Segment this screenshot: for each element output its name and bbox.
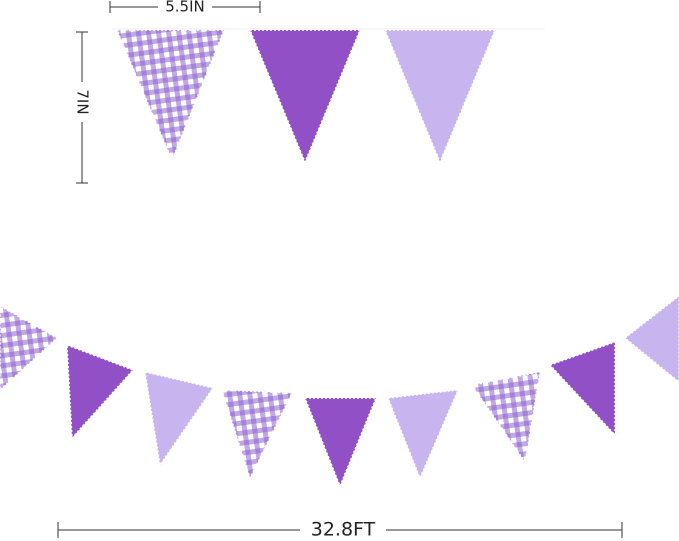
label-bg <box>300 518 386 540</box>
pennant-dark <box>248 29 362 164</box>
height-label: 7IN <box>74 89 92 114</box>
width-label: 5.5IN <box>165 0 205 16</box>
pennant-light <box>623 295 679 383</box>
pennant-gingham <box>0 305 59 392</box>
pennant-dark <box>548 340 616 437</box>
pennant-gingham <box>220 389 294 480</box>
pennant-light <box>383 29 497 164</box>
length-dimension: 32.8FT <box>57 518 623 541</box>
height-dimension: 7IN <box>74 31 92 184</box>
label-bg <box>158 0 212 14</box>
garland <box>0 295 679 489</box>
width-dimension: 5.5IN <box>109 0 261 16</box>
label-bg <box>74 82 90 122</box>
pennant-gingham <box>115 29 226 162</box>
pennant-dark <box>303 397 378 489</box>
pennant-gingham <box>470 371 541 464</box>
pennant-dark <box>66 343 135 440</box>
pennant-light <box>144 371 215 467</box>
pennant-light <box>386 389 460 480</box>
length-label: 32.8FT <box>311 519 376 541</box>
